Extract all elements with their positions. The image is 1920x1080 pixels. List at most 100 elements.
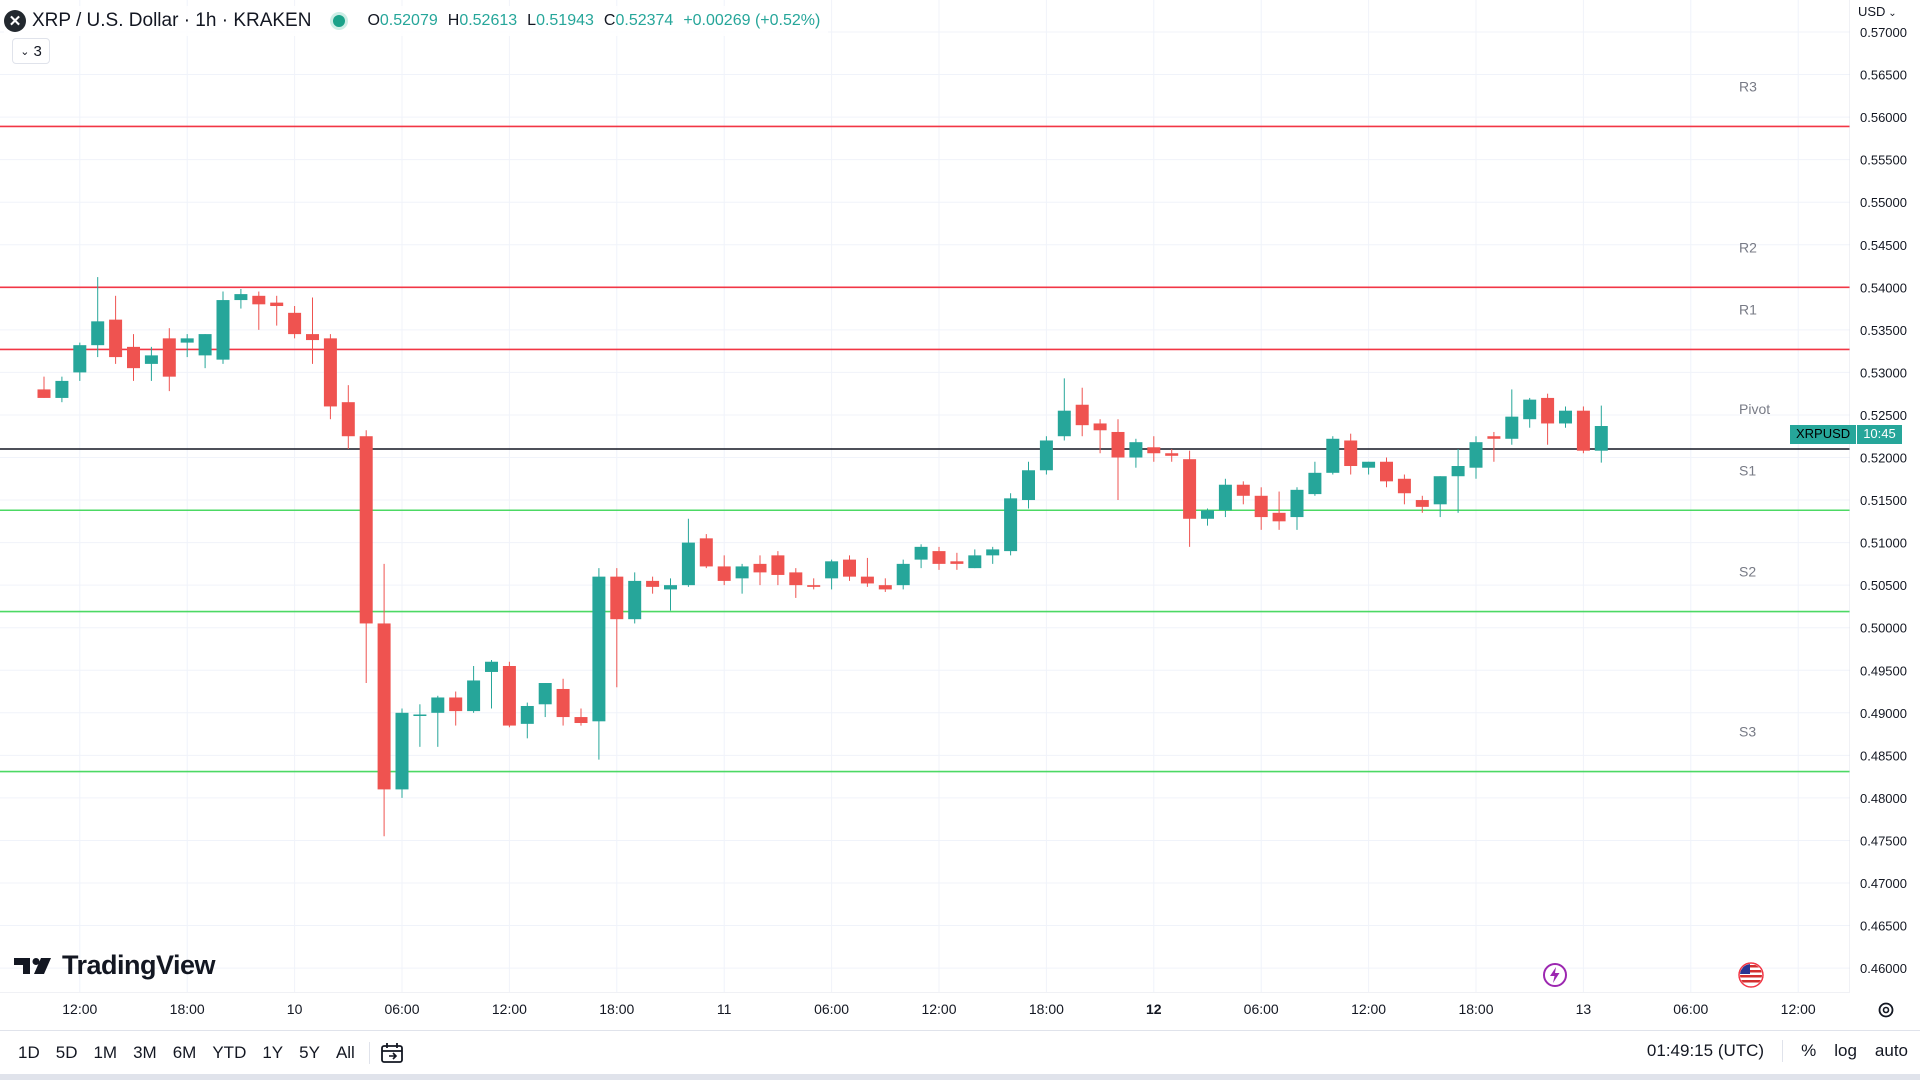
us-flag-event-icon[interactable]	[1738, 962, 1764, 988]
candle[interactable]	[1559, 406, 1572, 428]
range-button-5y[interactable]: 5Y	[299, 1043, 320, 1062]
candle[interactable]	[109, 295, 123, 364]
candle[interactable]	[359, 430, 373, 684]
candle[interactable]	[1380, 457, 1393, 488]
candle[interactable]	[467, 665, 481, 713]
candle[interactable]	[431, 695, 445, 747]
candlestick-chart[interactable]: R3 R2 R1 Pivot S1 S2 S3	[0, 0, 1850, 992]
candle[interactable]	[1201, 508, 1214, 526]
candle[interactable]	[1576, 406, 1590, 454]
calendar-goto-icon[interactable]	[380, 1042, 404, 1064]
candle[interactable]	[896, 559, 910, 590]
candle[interactable]	[699, 534, 713, 569]
candle[interactable]	[216, 291, 230, 364]
candle[interactable]	[1326, 436, 1340, 475]
candle[interactable]	[717, 555, 731, 586]
candle[interactable]	[1451, 448, 1465, 513]
candle[interactable]	[681, 518, 695, 587]
candle[interactable]	[1093, 419, 1107, 454]
candle[interactable]	[341, 385, 355, 449]
candle[interactable]	[1594, 405, 1608, 463]
settings-gear-icon[interactable]	[1875, 999, 1897, 1021]
candle[interactable]	[646, 576, 660, 594]
price-axis[interactable]: 0.57000 0.56500 0.56000 0.55500 0.55000 0.545…	[1850, 0, 1920, 992]
candle[interactable]	[932, 546, 946, 570]
range-button-3m[interactable]: 3M	[133, 1043, 157, 1062]
time-axis[interactable]: 12:00 18:00 10 06:00 12:00 18:00 11 06:00 12:00 1…	[0, 992, 1920, 1030]
candle[interactable]	[1523, 397, 1537, 428]
candle[interactable]	[789, 568, 803, 598]
candle[interactable]	[162, 328, 176, 392]
candle[interactable]	[1075, 387, 1089, 437]
candle[interactable]	[73, 342, 87, 381]
candle[interactable]	[610, 568, 624, 688]
range-button-ytd[interactable]: YTD	[212, 1043, 247, 1062]
candle[interactable]	[1415, 495, 1429, 513]
log-scale-toggle[interactable]: log	[1834, 1041, 1857, 1060]
candle[interactable]	[843, 555, 856, 581]
candle[interactable]	[144, 346, 158, 381]
range-button-all[interactable]: All	[335, 1043, 355, 1062]
candle[interactable]	[592, 568, 606, 760]
candle[interactable]	[914, 544, 928, 569]
candle[interactable]	[520, 702, 534, 739]
candle[interactable]	[270, 295, 284, 326]
candle[interactable]	[878, 578, 892, 592]
percent-scale-toggle[interactable]: %	[1801, 1041, 1817, 1060]
candle[interactable]	[37, 376, 51, 398]
candle[interactable]	[1290, 487, 1304, 530]
candle[interactable]	[1218, 478, 1232, 518]
candle[interactable]	[1397, 474, 1411, 505]
candle[interactable]	[288, 306, 302, 339]
candle[interactable]	[1039, 436, 1053, 475]
utc-clock[interactable]: 01:49:15 (UTC)	[1646, 1041, 1765, 1060]
market-status-icon[interactable]	[333, 15, 346, 27]
candle[interactable]	[449, 691, 463, 726]
range-button-6m[interactable]: 6M	[172, 1043, 197, 1062]
candle[interactable]	[395, 708, 409, 798]
range-button-5d[interactable]: 5D	[55, 1043, 78, 1062]
currency-selector[interactable]: USD ⌄	[1858, 4, 1897, 19]
candle[interactable]	[1147, 436, 1161, 462]
candle[interactable]	[1254, 487, 1268, 530]
candle[interactable]	[1541, 393, 1555, 445]
candle[interactable]	[556, 678, 570, 726]
candle[interactable]	[1022, 461, 1035, 509]
candle[interactable]	[91, 277, 105, 358]
candle[interactable]	[1344, 433, 1358, 475]
candle[interactable]	[127, 334, 140, 381]
candle[interactable]	[1362, 461, 1376, 475]
candle[interactable]	[1469, 436, 1483, 479]
candle[interactable]	[735, 563, 749, 594]
candle[interactable]	[950, 552, 964, 570]
candle[interactable]	[825, 559, 839, 590]
range-button-1y[interactable]: 1Y	[262, 1043, 284, 1062]
candle[interactable]	[968, 549, 982, 569]
candle[interactable]	[574, 708, 588, 726]
candle[interactable]	[252, 291, 266, 330]
auto-scale-toggle[interactable]: auto	[1874, 1041, 1908, 1060]
candle[interactable]	[198, 334, 212, 369]
candle[interactable]	[180, 334, 194, 358]
symbol-title[interactable]: XRP / U.S. Dollar · 1h · KRAKEN	[32, 10, 312, 31]
candle[interactable]	[664, 578, 677, 611]
candle[interactable]	[538, 683, 552, 718]
candle[interactable]	[1487, 431, 1501, 462]
candle[interactable]	[753, 555, 767, 586]
candle[interactable]	[1505, 389, 1519, 445]
lightning-event-icon[interactable]	[1542, 962, 1568, 988]
candle[interactable]	[234, 289, 248, 309]
candle[interactable]	[986, 546, 1000, 564]
candle[interactable]	[1111, 419, 1125, 501]
candle[interactable]	[413, 704, 427, 747]
candle[interactable]	[1236, 481, 1250, 505]
indicators-toggle-button[interactable]: ⌄ 3	[12, 38, 50, 64]
candle[interactable]	[860, 557, 874, 587]
candle[interactable]	[323, 334, 337, 420]
tradingview-logo[interactable]: TradingView	[14, 950, 216, 981]
candle[interactable]	[55, 376, 69, 403]
candle[interactable]	[1183, 450, 1197, 547]
candle[interactable]	[1129, 438, 1143, 468]
candle[interactable]	[628, 572, 642, 624]
candle[interactable]	[1057, 378, 1071, 441]
